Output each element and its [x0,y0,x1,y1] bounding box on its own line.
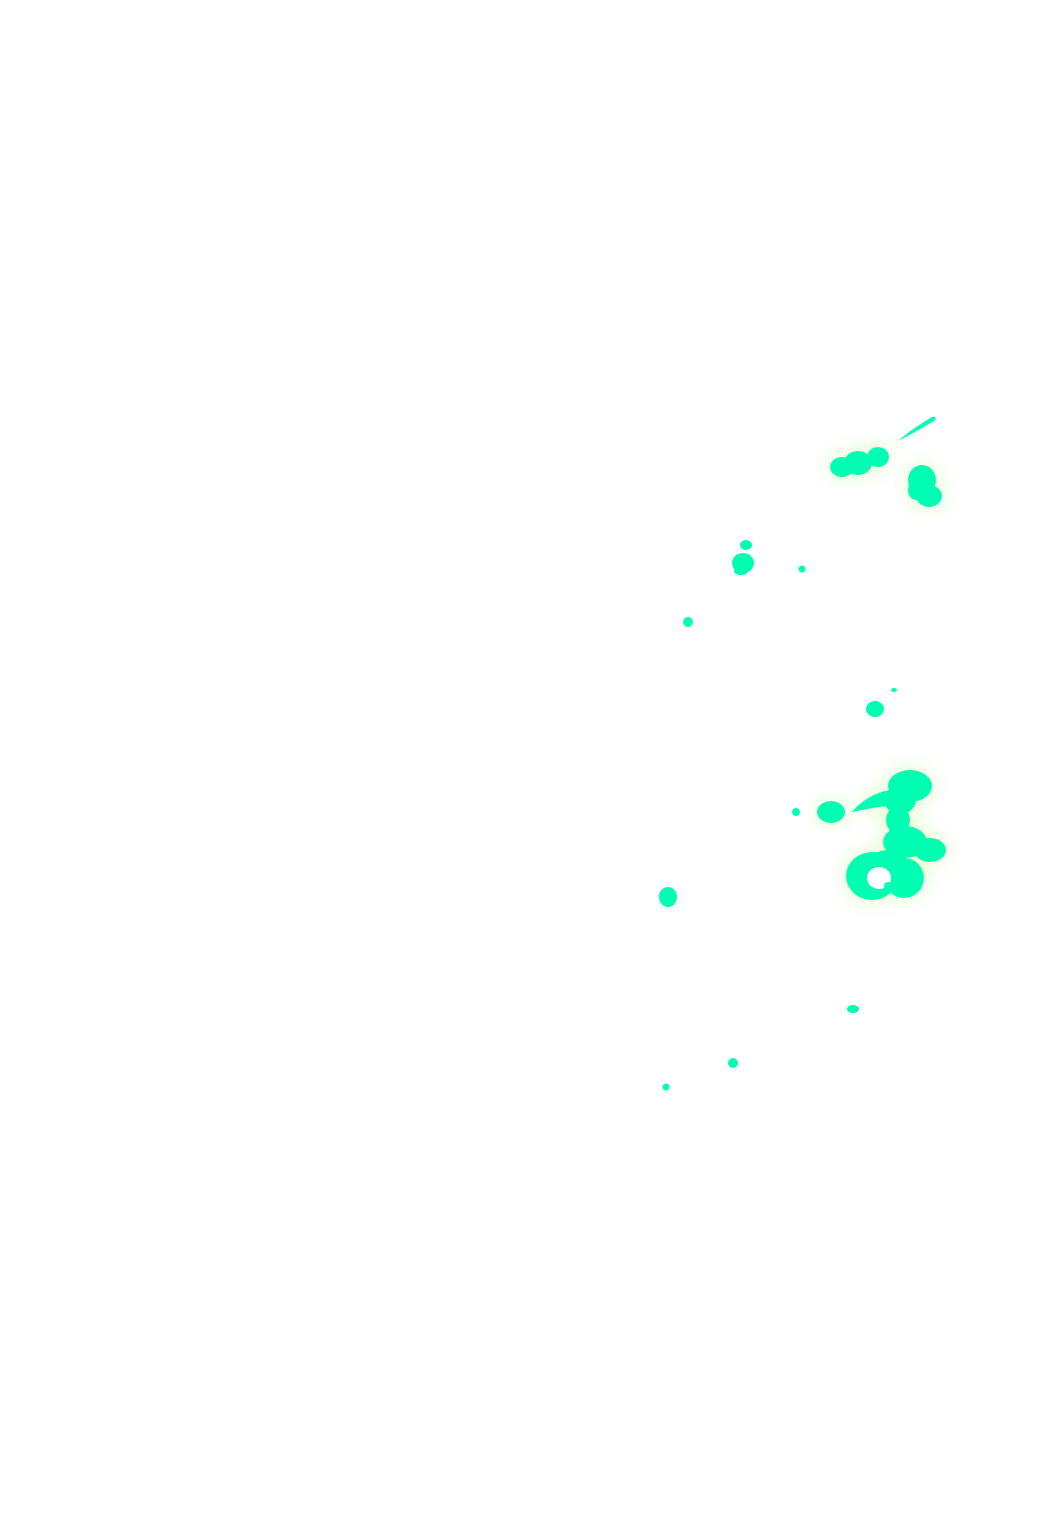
splatter-dot [683,617,693,627]
splatter-blob [844,451,872,475]
splatter-cluster-small [732,540,754,575]
splatter-dot [659,887,677,907]
splatter-group [659,416,946,1091]
splatter-dot [847,1005,859,1013]
splatter-blob-medium [817,801,845,823]
splatter-blob [914,838,946,862]
splatter-dot [728,1058,738,1068]
splatter-blob [884,882,892,890]
splatter-blob [908,480,924,500]
splatter-blob [740,540,752,550]
splatter-cluster-top-left [830,447,889,477]
splatter-cluster-large [846,770,946,900]
splatter-blob [884,786,916,814]
splatter-dot [891,688,897,692]
splatter-streak-top [898,416,936,441]
splatter-blob-heart [908,465,942,507]
splatter-dot [866,701,884,717]
splatter-dot [792,808,800,816]
splatter-blob [734,567,748,575]
splatter-dot [798,565,806,573]
splatter-dot [662,1083,670,1091]
splatter-streak [852,790,892,812]
splatter-blob [867,447,889,467]
